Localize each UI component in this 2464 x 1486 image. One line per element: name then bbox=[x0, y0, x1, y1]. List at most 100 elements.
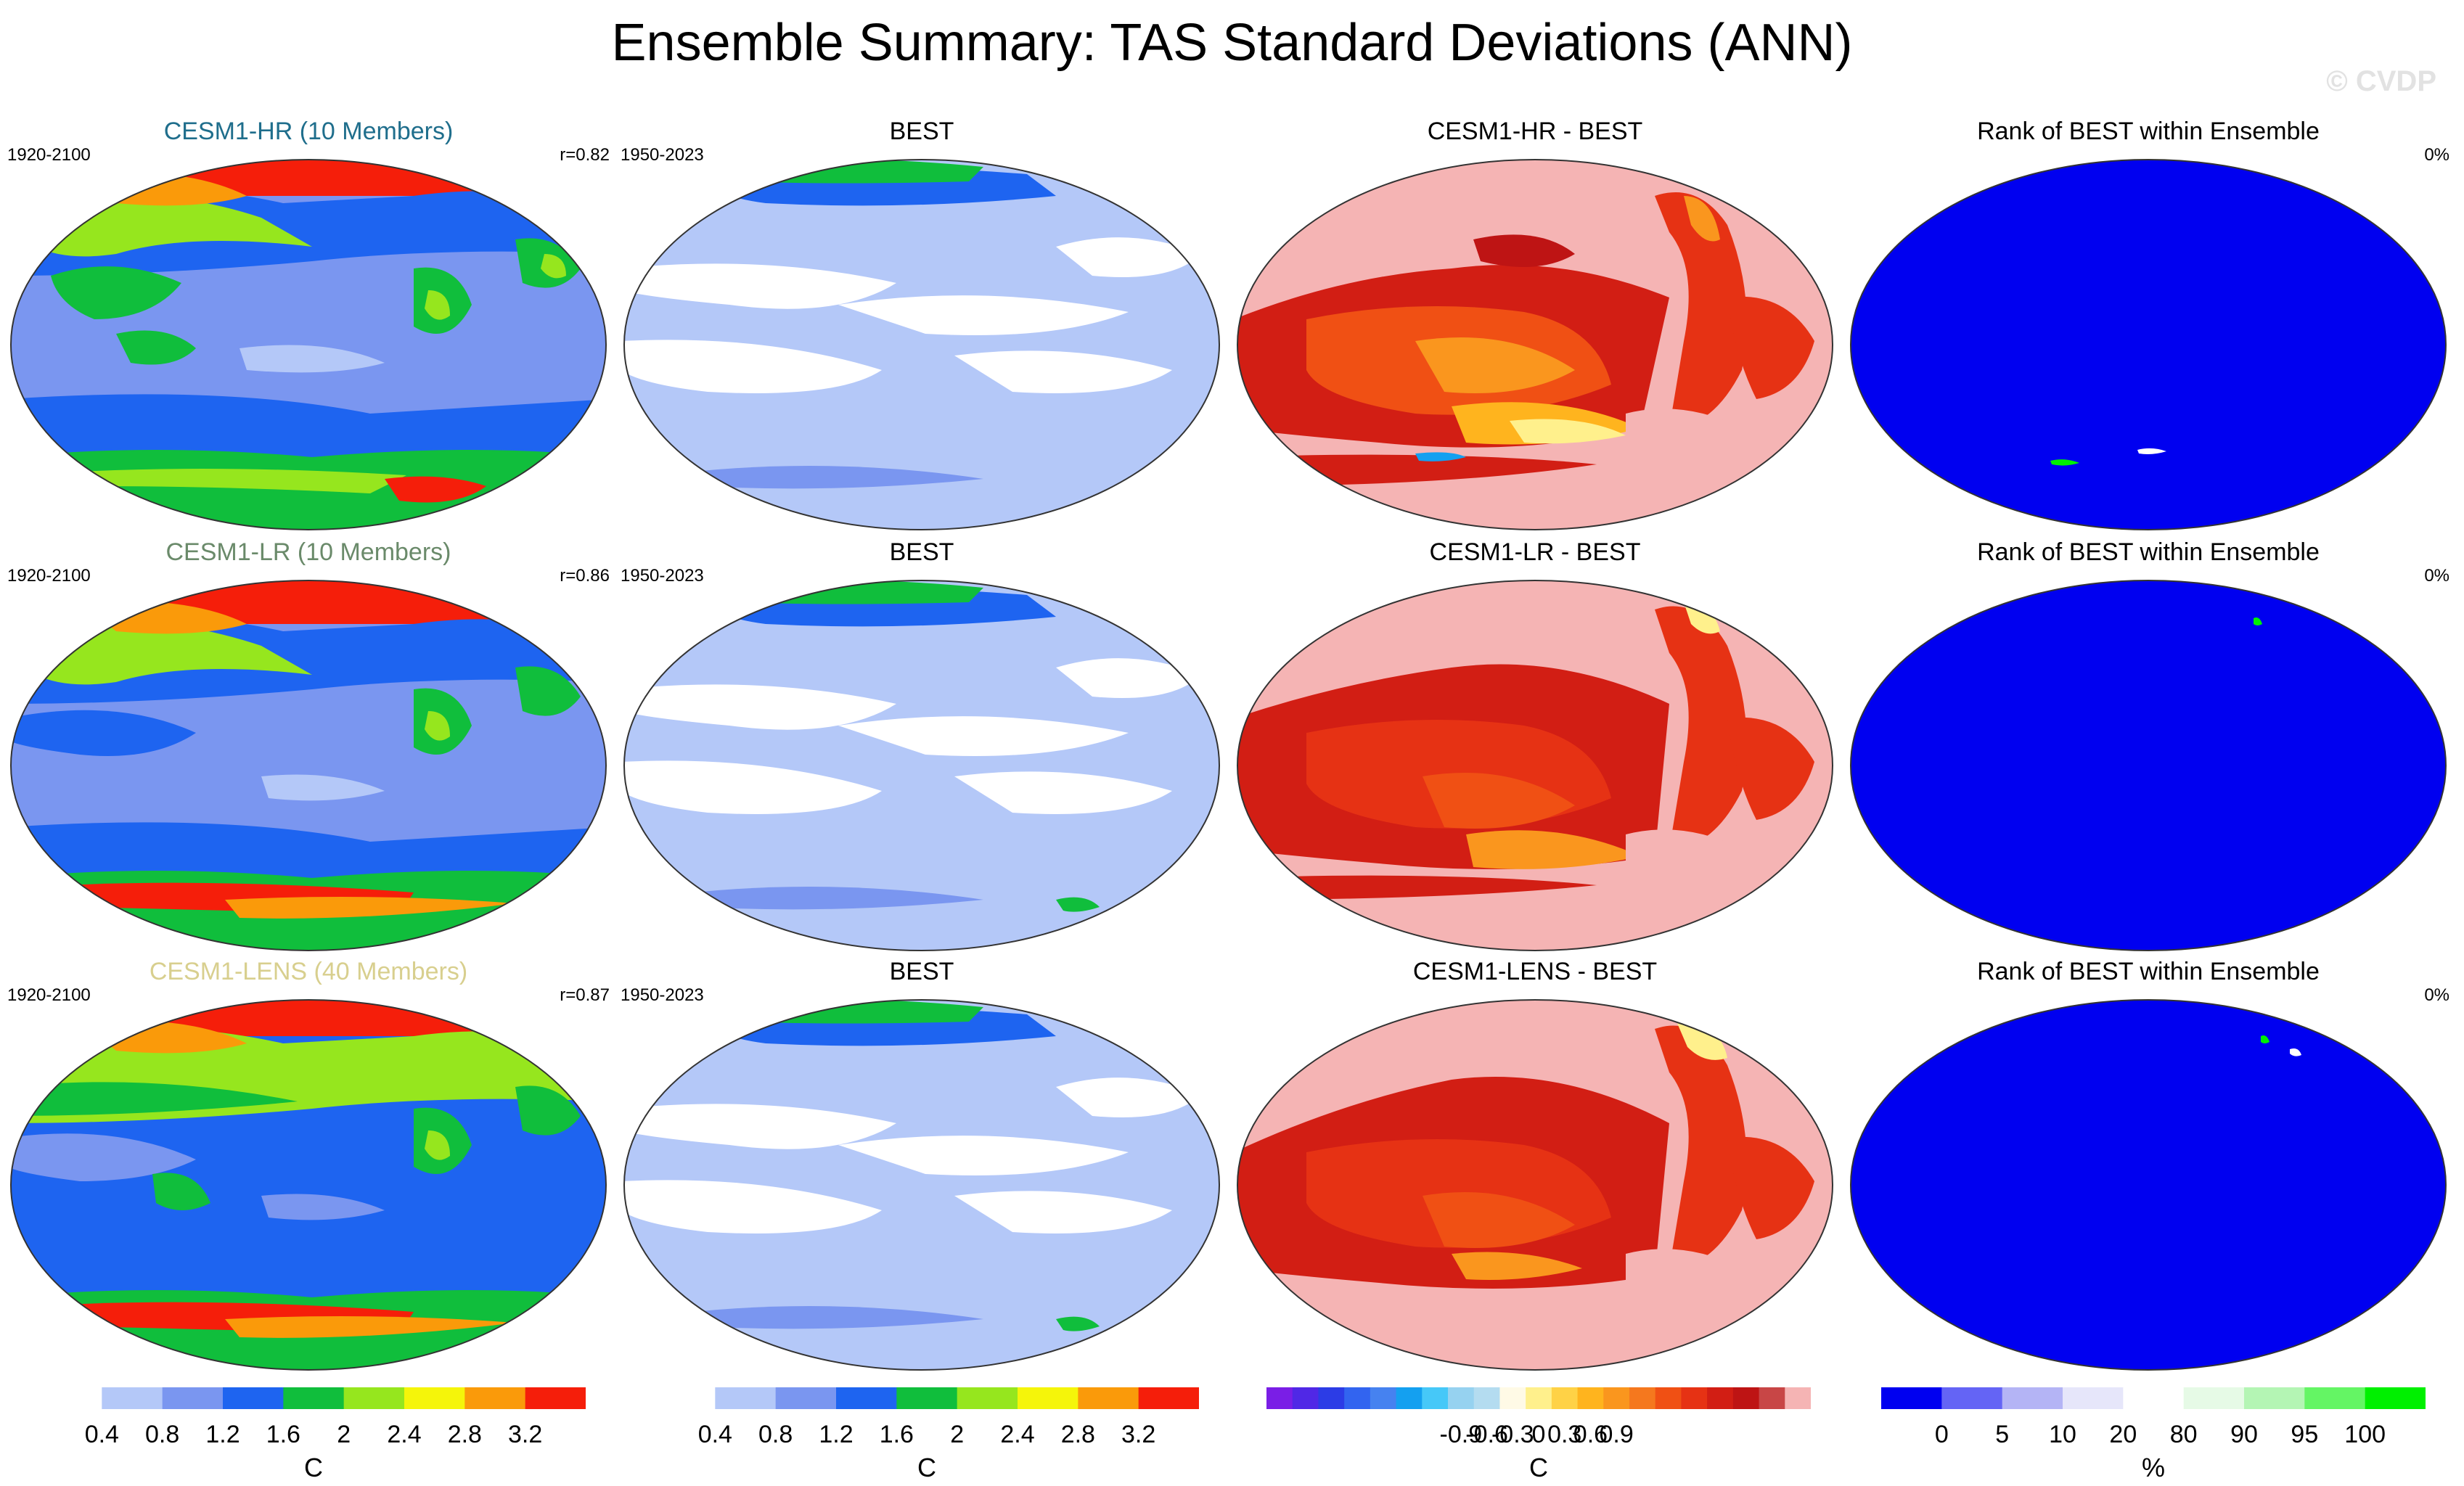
colorbar-tick-label: 80 bbox=[2169, 1421, 2198, 1448]
map-difference bbox=[1237, 580, 1833, 951]
colorbar-swatch bbox=[1344, 1387, 1371, 1409]
colorbar-difference: -0.9 -0.6 -0.3 0 0.3 0.6 0.9 C bbox=[1266, 1387, 1812, 1482]
correlation-label: r=0.86 bbox=[560, 566, 610, 586]
colorbar-swatch bbox=[715, 1387, 777, 1409]
period-label: 1950-2023 bbox=[621, 985, 704, 1005]
colorbar-swatch bbox=[655, 1387, 716, 1409]
colorbar-swatch bbox=[1603, 1387, 1630, 1409]
colorbar-swatch bbox=[404, 1387, 465, 1409]
colorbar-swatches bbox=[41, 1387, 586, 1409]
colorbar-swatch bbox=[1018, 1387, 1078, 1409]
colorbar-swatch bbox=[1078, 1387, 1139, 1409]
colorbar-tick-label: 2.8 bbox=[1060, 1421, 1095, 1448]
panel-obs-best: BEST 1950-2023 bbox=[621, 118, 1223, 538]
colorbar-tick-label: 0.3 bbox=[1547, 1421, 1582, 1448]
watermark: © CVDP bbox=[2326, 65, 2436, 97]
colorbar-swatch bbox=[1499, 1387, 1526, 1409]
colorbar-tick-label: 0 bbox=[1934, 1421, 1949, 1448]
panel-rank: Rank of BEST within Ensemble 0% bbox=[1847, 118, 2449, 538]
colorbar-swatches bbox=[655, 1387, 1200, 1409]
map-ensemble-stddev bbox=[10, 999, 607, 1371]
colorbar-swatch bbox=[1318, 1387, 1345, 1409]
panel-rank: Rank of BEST within Ensemble 0% bbox=[1847, 958, 2449, 1379]
colorbar-tick-label: 90 bbox=[2230, 1421, 2258, 1448]
panel-diff: CESM1-HR - BEST bbox=[1234, 118, 1836, 538]
colorbar-swatch bbox=[102, 1387, 163, 1409]
colorbar-swatch bbox=[2063, 1387, 2124, 1409]
percent-label: 0% bbox=[2424, 985, 2449, 1005]
map-ensemble-stddev bbox=[10, 159, 607, 530]
colorbar-stddev-obs: 0.4 0.8 1.2 1.6 2 2.4 2.8 3.2 C bbox=[655, 1387, 1200, 1482]
colorbar-swatch bbox=[162, 1387, 224, 1409]
colorbar-swatch bbox=[1629, 1387, 1656, 1409]
period-label: 1950-2023 bbox=[621, 566, 704, 586]
colorbar-swatch bbox=[1396, 1387, 1423, 1409]
map-obs-stddev bbox=[623, 580, 1220, 951]
map-obs-stddev bbox=[623, 999, 1220, 1371]
colorbar-swatches bbox=[1266, 1387, 1812, 1409]
panel-obs-best: BEST 1950-2023 bbox=[621, 538, 1223, 959]
percent-label: 0% bbox=[2424, 145, 2449, 165]
panel-title: CESM1-LR (10 Members) bbox=[165, 538, 451, 566]
colorbar-swatch bbox=[1370, 1387, 1397, 1409]
panel-title: BEST bbox=[889, 958, 954, 985]
colorbar-swatch bbox=[1681, 1387, 1708, 1409]
colorbar-swatch bbox=[2123, 1387, 2185, 1409]
panel-ensemble-lr: CESM1-LR (10 Members) 1920-2100 r=0.86 bbox=[7, 538, 610, 959]
colorbar-unit: C bbox=[1529, 1453, 1548, 1482]
panel-title: CESM1-LENS (40 Members) bbox=[149, 958, 468, 985]
colorbar-swatch bbox=[1551, 1387, 1579, 1409]
colorbar-swatch bbox=[1785, 1387, 1812, 1409]
colorbar-tick-label: 10 bbox=[2049, 1421, 2076, 1448]
panel-title: Rank of BEST within Ensemble bbox=[1977, 118, 2320, 145]
panel-title: CESM1-HR - BEST bbox=[1427, 118, 1643, 145]
colorbar-swatch bbox=[2002, 1387, 2063, 1409]
colorbar-swatch bbox=[1577, 1387, 1604, 1409]
panel-title: BEST bbox=[889, 538, 954, 566]
colorbar-swatch bbox=[836, 1387, 897, 1409]
colorbar-tick-label: 2.4 bbox=[1000, 1421, 1035, 1448]
colorbar-tick-label: 5 bbox=[1995, 1421, 2010, 1448]
colorbar-tick-label: -0.9 bbox=[1439, 1421, 1483, 1448]
percent-label: 0% bbox=[2424, 566, 2449, 586]
colorbar-swatch bbox=[775, 1387, 837, 1409]
colorbar-unit: C bbox=[304, 1453, 323, 1482]
colorbar-tick-label: 3.2 bbox=[1121, 1421, 1156, 1448]
colorbar-tick-label: 0 bbox=[1531, 1421, 1546, 1448]
colorbar-stddev-ensemble: 0.4 0.8 1.2 1.6 2 2.4 2.8 3.2 C bbox=[41, 1387, 586, 1482]
panel-title: CESM1-LENS - BEST bbox=[1412, 958, 1658, 985]
panel-ensemble-hr: CESM1-HR (10 Members) 1920-2100 r=0.82 bbox=[7, 118, 610, 538]
colorbar-swatch bbox=[1881, 1387, 1942, 1409]
colorbar-tick-label: 1.2 bbox=[819, 1421, 854, 1448]
panel-title: Rank of BEST within Ensemble bbox=[1977, 538, 2320, 566]
colorbar-swatch bbox=[1473, 1387, 1500, 1409]
panel-ensemble-lens: CESM1-LENS (40 Members) 1920-2100 r=0.87 bbox=[7, 958, 610, 1379]
map-rank bbox=[1850, 159, 2447, 530]
colorbar-swatch bbox=[2365, 1387, 2426, 1409]
correlation-label: r=0.82 bbox=[560, 145, 610, 165]
colorbar-swatch bbox=[896, 1387, 958, 1409]
colorbar-unit: C bbox=[917, 1453, 936, 1482]
colorbar-swatch bbox=[464, 1387, 526, 1409]
colorbar-tick-label: 0.9 bbox=[1599, 1421, 1634, 1448]
colorbar-swatch bbox=[41, 1387, 102, 1409]
period-label: 1920-2100 bbox=[7, 566, 91, 586]
colorbar-swatch bbox=[957, 1387, 1018, 1409]
map-difference bbox=[1237, 999, 1833, 1371]
period-label: 1950-2023 bbox=[621, 145, 704, 165]
colorbar-swatch bbox=[1759, 1387, 1785, 1409]
colorbar-tick-label: 2 bbox=[950, 1421, 965, 1448]
colorbar-tick-label: 3.2 bbox=[508, 1421, 543, 1448]
panel-title: CESM1-LR - BEST bbox=[1429, 538, 1641, 566]
colorbar-swatch bbox=[525, 1387, 586, 1409]
colorbar-swatch bbox=[343, 1387, 405, 1409]
colorbar-tick-label: 0.8 bbox=[758, 1421, 793, 1448]
colorbar-swatch bbox=[1707, 1387, 1734, 1409]
colorbar-swatches bbox=[1881, 1387, 2426, 1409]
colorbar-swatch bbox=[2244, 1387, 2305, 1409]
colorbar-swatch bbox=[1422, 1387, 1449, 1409]
map-difference bbox=[1237, 159, 1833, 530]
colorbar-tick-label: -0.6 bbox=[1465, 1421, 1508, 1448]
panel-title: Rank of BEST within Ensemble bbox=[1977, 958, 2320, 985]
colorbar-tick-label: 2.4 bbox=[387, 1421, 422, 1448]
